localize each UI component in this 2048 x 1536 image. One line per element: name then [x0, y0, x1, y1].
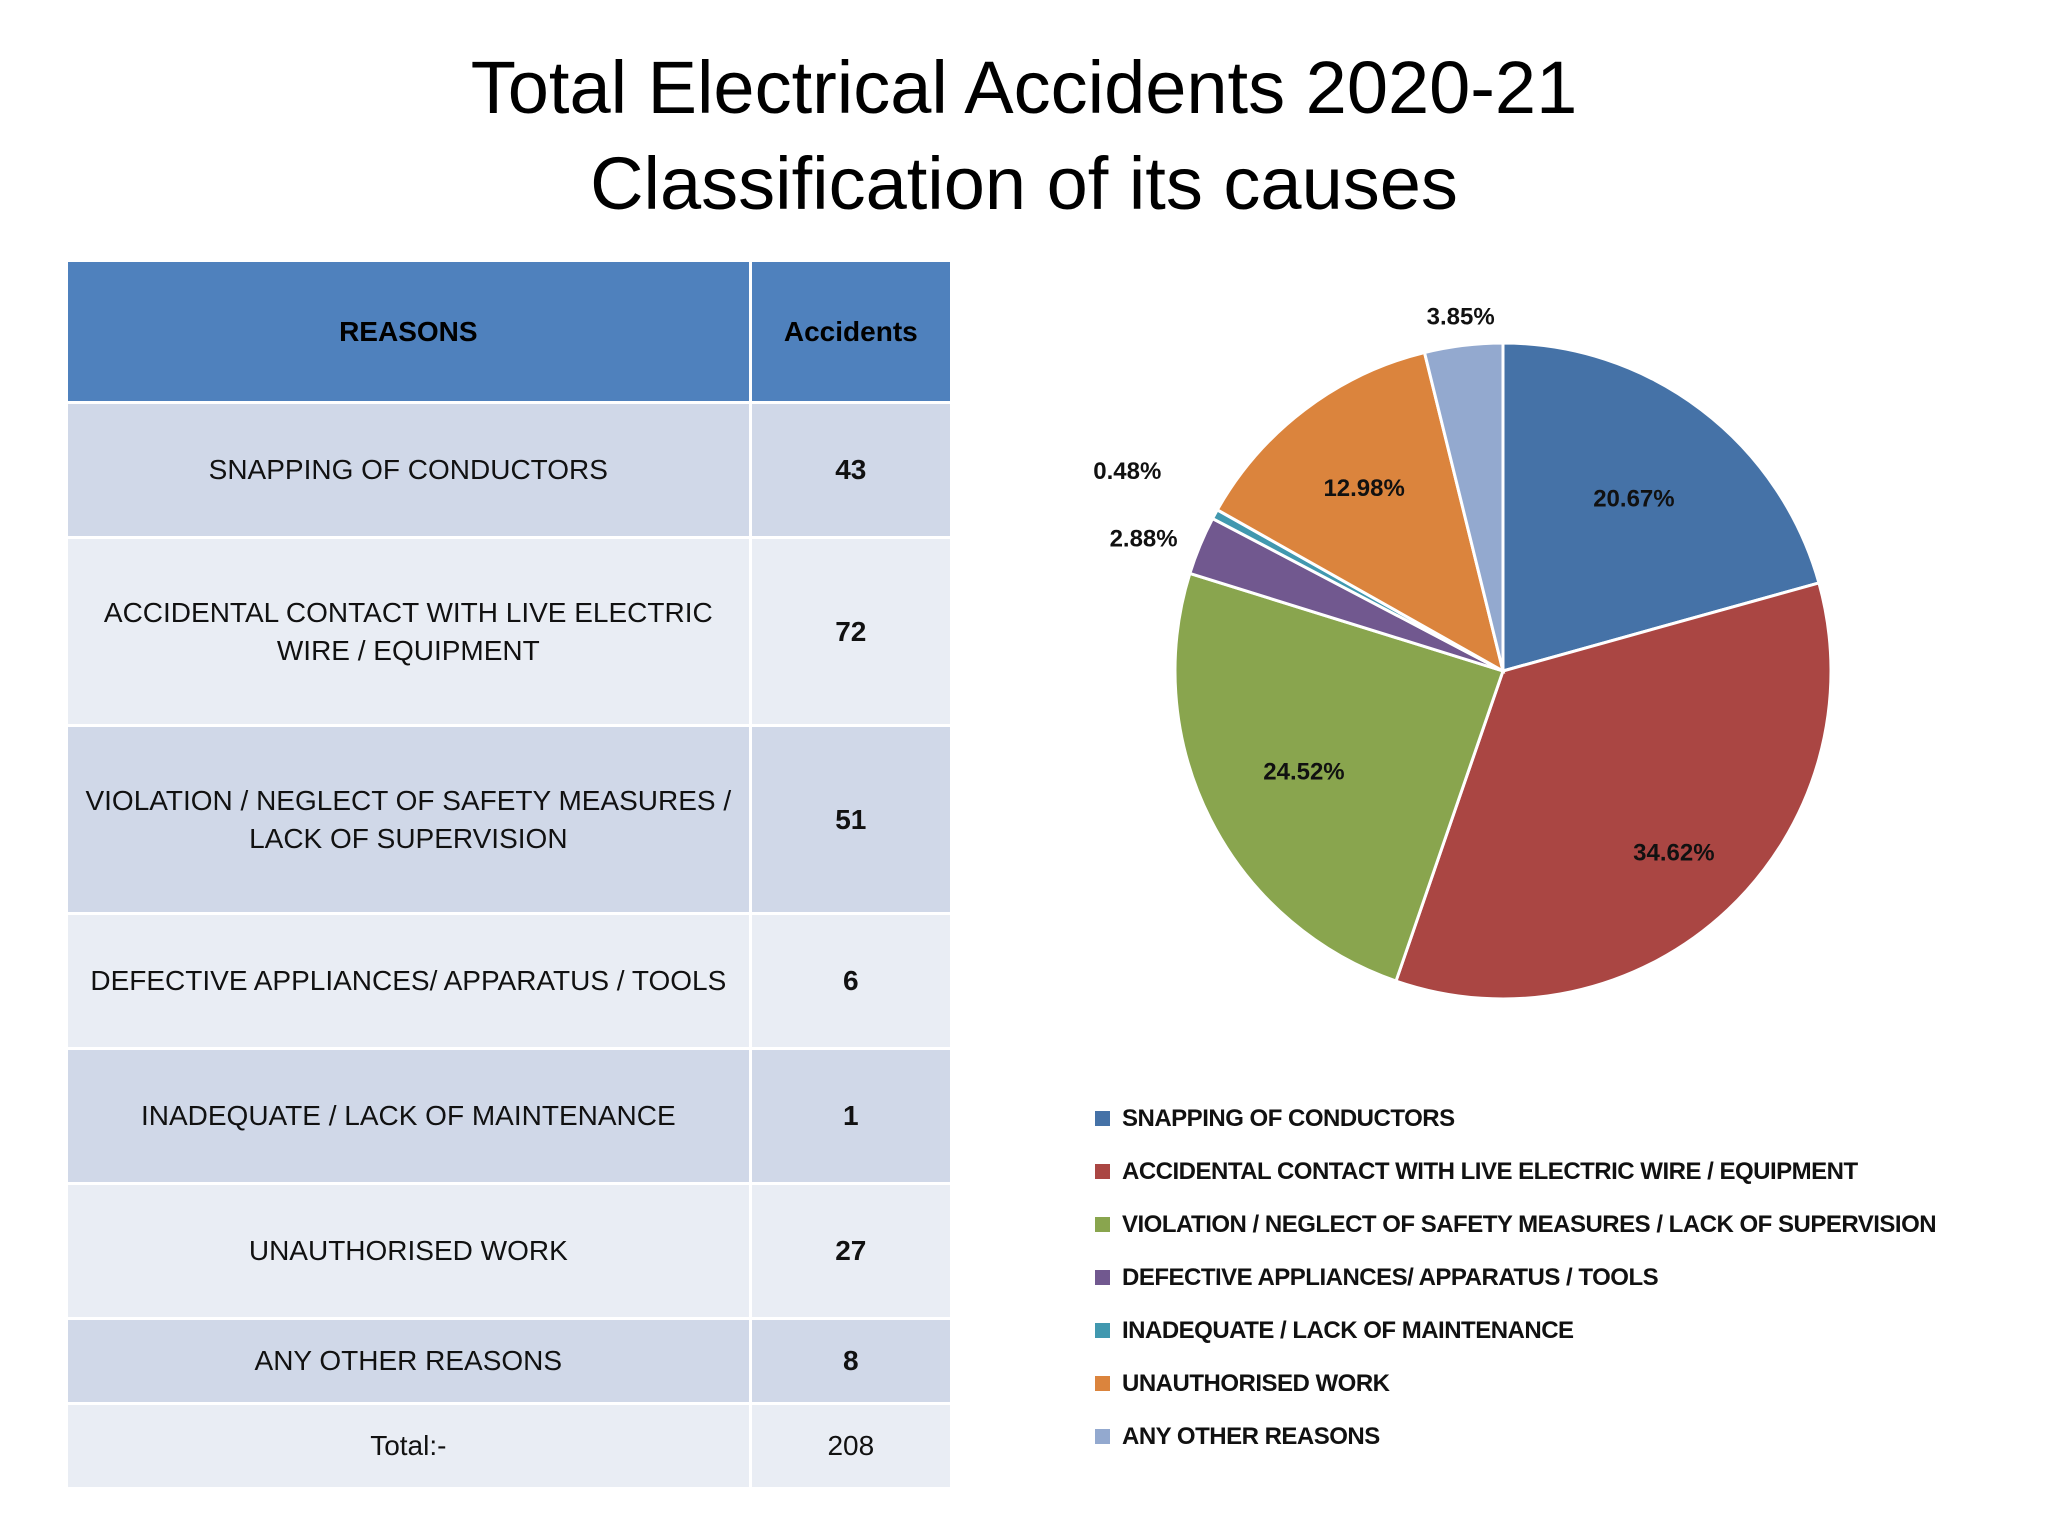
accidents-cell: 1 — [748, 1047, 954, 1185]
reason-cell: UNAUTHORISED WORK — [65, 1182, 752, 1320]
table-row: DEFECTIVE APPLIANCES/ APPARATUS / TOOLS … — [65, 912, 954, 1050]
chart-legend: SNAPPING OF CONDUCTORS ACCIDENTAL CONTACT… — [1095, 1092, 1937, 1463]
legend-swatch — [1095, 1111, 1110, 1126]
total-value: 208 — [748, 1402, 954, 1490]
page-title: Total Electrical Accidents 2020-21 Class… — [0, 40, 2048, 232]
accidents-cell: 51 — [748, 724, 954, 915]
pie-slice-snapping-of-conductors — [1501, 341, 1821, 673]
header-accidents: Accidents — [748, 259, 954, 404]
title-line-2: Classification of its causes — [590, 142, 1458, 225]
legend-item-violation-neglect-of-safety-measures-lack-of-supervision: VIOLATION / NEGLECT OF SAFETY MEASURES /… — [1095, 1198, 1937, 1251]
accidents-cell: 8 — [748, 1317, 954, 1405]
legend-label: SNAPPING OF CONDUCTORS — [1122, 1104, 1455, 1132]
pie-label-defective-appliances-apparatus-tools: 2.88% — [1110, 525, 1178, 552]
legend-swatch — [1095, 1323, 1110, 1338]
pie-label-inadequate-lack-of-maintenance: 0.48% — [1093, 458, 1161, 485]
legend-swatch — [1095, 1429, 1110, 1444]
legend-item-snapping-of-conductors: SNAPPING OF CONDUCTORS — [1095, 1092, 1936, 1145]
pie-slice-violation-neglect-of-safety-measures-lack-of-supervision — [1173, 571, 1505, 983]
table-row: SNAPPING OF CONDUCTORS 43 — [65, 401, 954, 539]
pie-label-snapping-of-conductors: 20.67% — [1593, 486, 1674, 513]
reasons-table: REASONS Accidents SNAPPING OF CONDUCTORS… — [65, 259, 954, 1490]
legend-label: DEFECTIVE APPLIANCES/ APPARATUS / TOOLS — [1122, 1263, 1659, 1291]
legend-swatch — [1095, 1217, 1110, 1232]
pie-slice-accidental-contact-with-live-electric-wire-equipment — [1394, 581, 1833, 1001]
table-row: INADEQUATE / LACK OF MAINTENANCE 1 — [65, 1047, 954, 1185]
legend-item-unauthorised-work: UNAUTHORISED WORK — [1095, 1357, 1936, 1410]
header-reasons: REASONS — [65, 259, 752, 404]
table-row: ACCIDENTAL CONTACT WITH LIVE ELECTRIC WI… — [65, 536, 954, 727]
legend-swatch — [1095, 1376, 1110, 1391]
pie-label-unauthorised-work: 12.98% — [1323, 475, 1404, 502]
legend-item-any-other-reasons: ANY OTHER REASONS — [1095, 1410, 1936, 1463]
reason-cell: VIOLATION / NEGLECT OF SAFETY MEASURES /… — [65, 724, 752, 915]
legend-label: UNAUTHORISED WORK — [1122, 1369, 1390, 1397]
accidents-cell: 72 — [748, 536, 954, 727]
reason-cell: ANY OTHER REASONS — [65, 1317, 752, 1405]
table-row: UNAUTHORISED WORK 27 — [65, 1182, 954, 1320]
title-line-1: Total Electrical Accidents 2020-21 — [470, 46, 1578, 129]
reason-cell: SNAPPING OF CONDUCTORS — [65, 401, 752, 539]
legend-label: INADEQUATE / LACK OF MAINTENANCE — [1122, 1316, 1574, 1344]
legend-item-inadequate-lack-of-maintenance: INADEQUATE / LACK OF MAINTENANCE — [1095, 1304, 1936, 1357]
reason-cell: DEFECTIVE APPLIANCES/ APPARATUS / TOOLS — [65, 912, 752, 1050]
pie-slice-any-other-reasons — [1422, 341, 1505, 672]
table-row: VIOLATION / NEGLECT OF SAFETY MEASURES /… — [65, 724, 954, 915]
table-total-row: Total:- 208 — [65, 1402, 954, 1490]
pie-label-accidental-contact-with-live-electric-wire-equipment: 34.62% — [1633, 840, 1714, 867]
reason-cell: ACCIDENTAL CONTACT WITH LIVE ELECTRIC WI… — [65, 536, 752, 727]
pie-chart: 20.67% 34.62% 24.52% 2.88% 0.48% 12.98% 3.85% — [1093, 304, 1833, 1001]
legend-item-defective-appliances-apparatus-tools: DEFECTIVE APPLIANCES/ APPARATUS / TOOLS — [1095, 1251, 1936, 1304]
table-row: ANY OTHER REASONS 8 — [65, 1317, 954, 1405]
pie-label-any-other-reasons: 3.85% — [1427, 304, 1495, 331]
pie-label-violation-neglect-of-safety-measures-lack-of-supervision: 24.52% — [1263, 759, 1344, 786]
legend-label: ANY OTHER REASONS — [1122, 1422, 1380, 1450]
legend-label: ACCIDENTAL CONTACT WITH LIVE ELECTRIC WI… — [1122, 1157, 1858, 1185]
total-label: Total:- — [65, 1402, 752, 1490]
legend-swatch — [1095, 1270, 1110, 1285]
pie-slice-unauthorised-work — [1215, 350, 1506, 675]
reason-cell: INADEQUATE / LACK OF MAINTENANCE — [65, 1047, 752, 1185]
accidents-cell: 27 — [748, 1182, 954, 1320]
accidents-cell: 43 — [748, 401, 954, 539]
table-header-row: REASONS Accidents — [65, 259, 954, 404]
accidents-cell: 6 — [748, 912, 954, 1050]
legend-swatch — [1095, 1164, 1110, 1179]
legend-item-accidental-contact-with-live-electric-wire-equipment: ACCIDENTAL CONTACT WITH LIVE ELECTRIC WI… — [1095, 1145, 1936, 1198]
legend-label: VIOLATION / NEGLECT OF SAFETY MEASURES /… — [1122, 1210, 1937, 1238]
